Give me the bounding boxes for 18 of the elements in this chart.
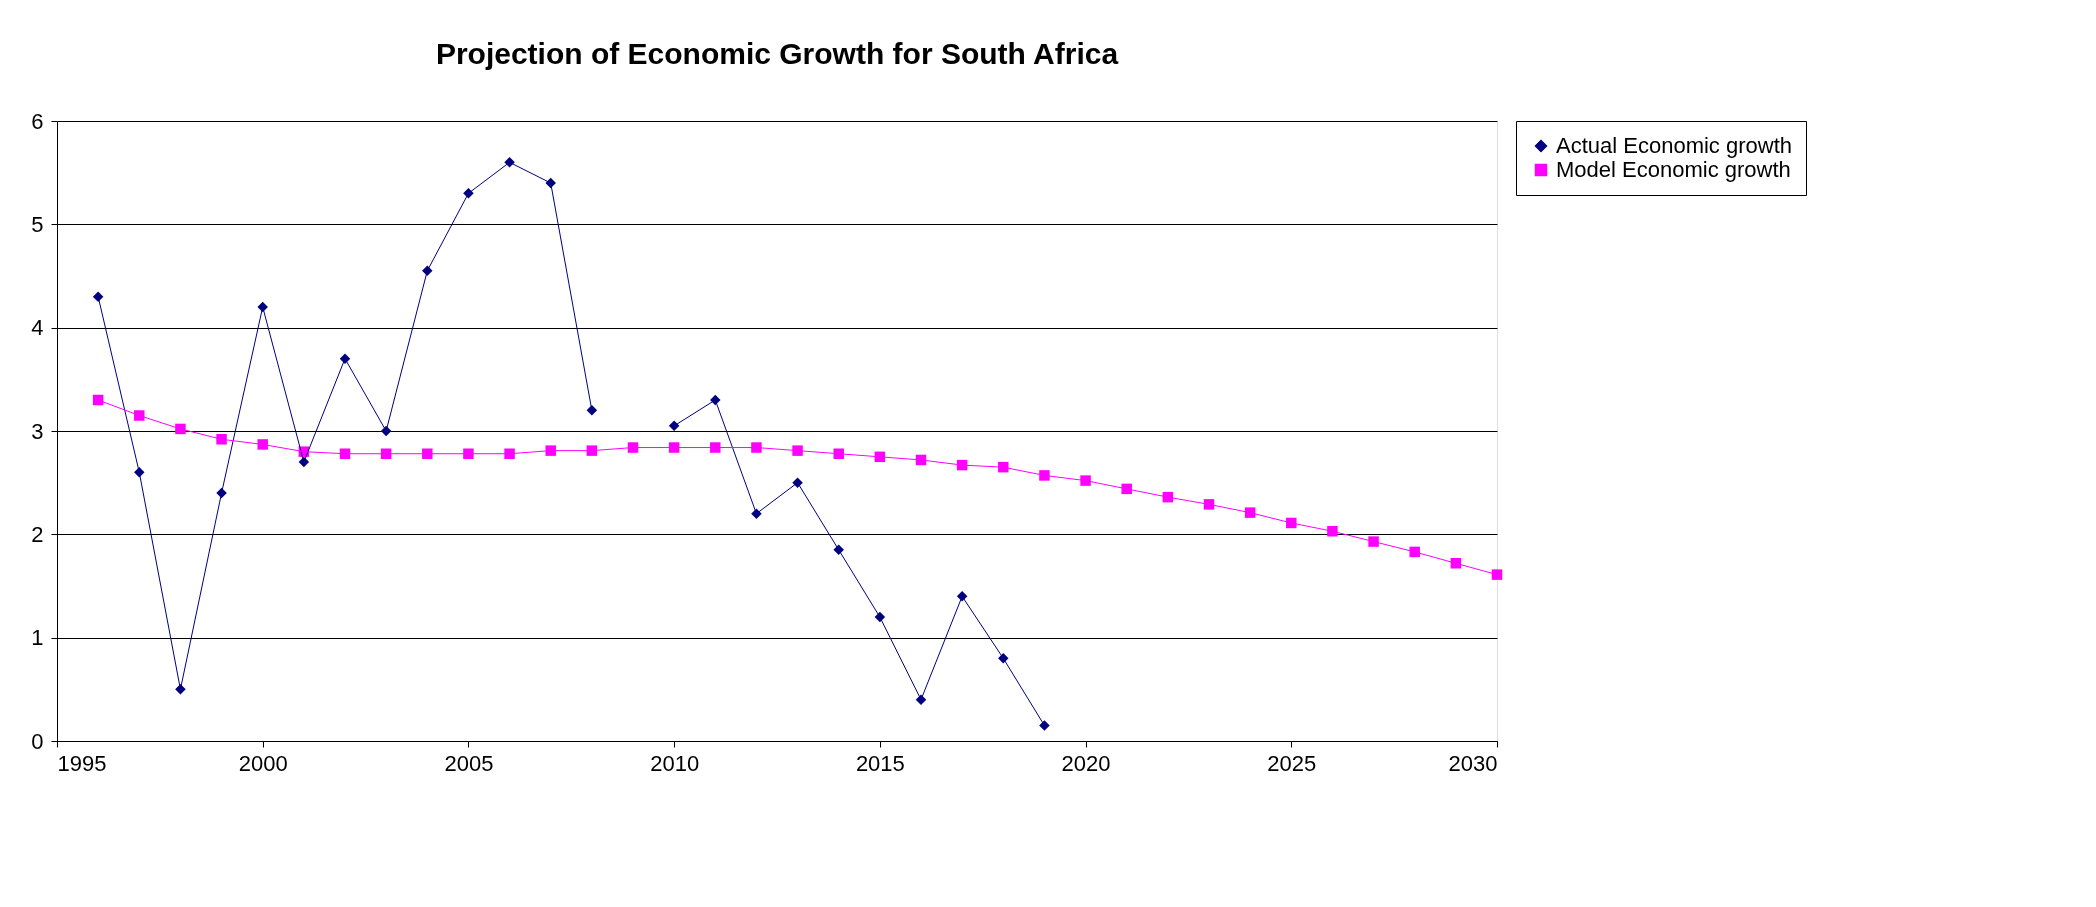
- y-tick-label: 3: [31, 418, 44, 444]
- y-tick-label: 1: [31, 625, 44, 651]
- x-tick-label: 1995: [57, 750, 107, 776]
- legend-label: Model Economic growth: [1556, 157, 1791, 182]
- x-tick-label: 2025: [1267, 750, 1317, 776]
- chart-title: Projection of Economic Growth for South Africa: [435, 37, 1119, 70]
- x-tick-label: 2020: [1061, 750, 1111, 776]
- y-tick-label: 2: [31, 521, 44, 547]
- y-tick-label: 4: [31, 315, 44, 341]
- x-tick-label: 2005: [444, 750, 494, 776]
- x-tick-label: 2000: [238, 750, 288, 776]
- x-tick-label: 2010: [650, 750, 700, 776]
- y-tick-label: 0: [31, 728, 44, 754]
- x-tick-label: 2015: [855, 750, 905, 776]
- x-tick-label: 2030: [1448, 750, 1498, 776]
- y-tick-label: 6: [31, 108, 44, 134]
- legend-label: Actual Economic growth: [1556, 133, 1792, 158]
- y-tick-label: 5: [31, 211, 44, 237]
